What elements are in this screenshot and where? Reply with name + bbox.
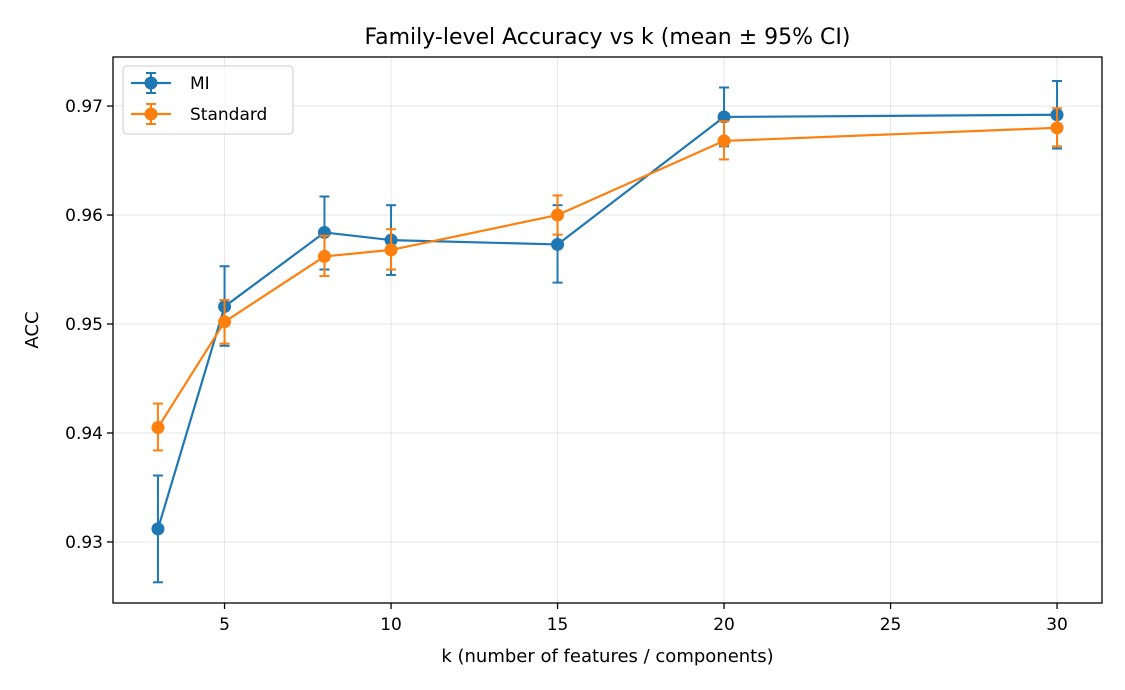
legend-marker-standard: [144, 107, 158, 121]
x-tick-label: 10: [380, 615, 402, 635]
grid: [113, 57, 1102, 603]
data-point-standard: [1050, 121, 1064, 135]
x-tick-label: 20: [713, 615, 735, 635]
x-tick-label: 30: [1046, 615, 1068, 635]
data-point-standard: [384, 243, 398, 257]
legend-label-standard: Standard: [190, 105, 267, 125]
y-tick-label: 0.96: [65, 206, 103, 226]
y-tick-label: 0.94: [65, 424, 103, 444]
y-tick-label: 0.95: [65, 315, 103, 335]
data-point-mi: [717, 110, 731, 124]
data-point-standard: [218, 315, 232, 329]
legend-label-mi: MI: [190, 74, 210, 94]
data-point-standard: [317, 249, 331, 263]
y-axis: 0.93 0.94 0.95 0.96 0.97: [65, 97, 113, 553]
plot-frame: [112, 56, 1103, 604]
legend: MI Standard: [122, 65, 294, 135]
data-point-standard: [551, 208, 565, 222]
y-axis-label: ACC: [22, 311, 43, 348]
x-tick-label: 25: [880, 615, 902, 635]
x-axis: 5 10 15 20 25 30: [219, 603, 1068, 635]
chart-title: Family-level Accuracy vs k (mean ± 95% C…: [364, 25, 850, 50]
series-layer: [151, 79, 1064, 584]
data-point-mi: [151, 522, 165, 536]
data-point-standard: [151, 421, 165, 435]
x-axis-label: k (number of features / components): [441, 646, 773, 667]
x-tick-label: 15: [547, 615, 569, 635]
series-standard: [151, 107, 1064, 452]
legend-marker-mi: [144, 76, 158, 90]
x-tick-label: 5: [219, 615, 230, 635]
data-point-mi: [551, 237, 565, 251]
data-point-standard: [717, 134, 731, 148]
y-tick-label: 0.97: [65, 97, 103, 117]
y-tick-label: 0.93: [65, 533, 103, 553]
